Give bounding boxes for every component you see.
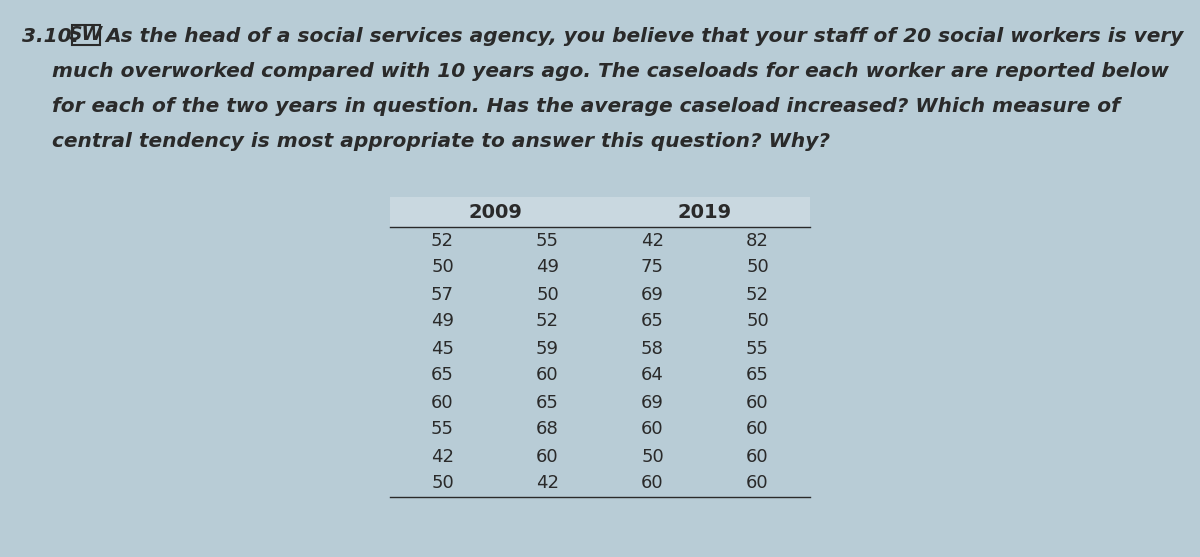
- Text: much overworked compared with 10 years ago. The caseloads for each worker are re: much overworked compared with 10 years a…: [52, 62, 1169, 81]
- Bar: [72, 25, 100, 45]
- Text: 50: 50: [431, 475, 454, 492]
- Text: 50: 50: [641, 447, 664, 466]
- Text: 50: 50: [536, 286, 559, 304]
- Bar: [390, 197, 810, 227]
- Text: 55: 55: [746, 340, 769, 358]
- Text: 65: 65: [536, 393, 559, 412]
- Text: 58: 58: [641, 340, 664, 358]
- Text: 69: 69: [641, 393, 664, 412]
- Text: 60: 60: [746, 393, 769, 412]
- Text: 60: 60: [746, 447, 769, 466]
- Text: 60: 60: [536, 367, 559, 384]
- Text: 52: 52: [746, 286, 769, 304]
- Text: 55: 55: [536, 232, 559, 250]
- Text: 2019: 2019: [678, 203, 732, 222]
- Text: 50: 50: [746, 312, 769, 330]
- Text: 50: 50: [746, 258, 769, 276]
- Text: 65: 65: [641, 312, 664, 330]
- Text: 59: 59: [536, 340, 559, 358]
- Text: 75: 75: [641, 258, 664, 276]
- Text: central tendency is most appropriate to answer this question? Why?: central tendency is most appropriate to …: [52, 132, 830, 151]
- Text: 60: 60: [431, 393, 454, 412]
- Text: 65: 65: [746, 367, 769, 384]
- Text: 42: 42: [431, 447, 454, 466]
- Text: 60: 60: [746, 421, 769, 438]
- Text: for each of the two years in question. Has the average caseload increased? Which: for each of the two years in question. H…: [52, 97, 1120, 116]
- Text: 50: 50: [431, 258, 454, 276]
- Text: 55: 55: [431, 421, 454, 438]
- Text: 60: 60: [641, 475, 664, 492]
- Text: 49: 49: [431, 312, 454, 330]
- Text: 42: 42: [641, 232, 664, 250]
- Text: As the head of a social services agency, you believe that your staff of 20 socia: As the head of a social services agency,…: [106, 27, 1183, 46]
- Text: 52: 52: [536, 312, 559, 330]
- Text: SW: SW: [68, 26, 103, 45]
- Text: 45: 45: [431, 340, 454, 358]
- Text: 3.10.: 3.10.: [22, 27, 79, 46]
- Text: 68: 68: [536, 421, 559, 438]
- Text: 65: 65: [431, 367, 454, 384]
- Text: 69: 69: [641, 286, 664, 304]
- Text: 64: 64: [641, 367, 664, 384]
- Text: 82: 82: [746, 232, 769, 250]
- Text: 57: 57: [431, 286, 454, 304]
- Text: 2009: 2009: [468, 203, 522, 222]
- Text: 42: 42: [536, 475, 559, 492]
- Text: 60: 60: [641, 421, 664, 438]
- Text: 49: 49: [536, 258, 559, 276]
- Text: 60: 60: [536, 447, 559, 466]
- Text: 52: 52: [431, 232, 454, 250]
- Text: 60: 60: [746, 475, 769, 492]
